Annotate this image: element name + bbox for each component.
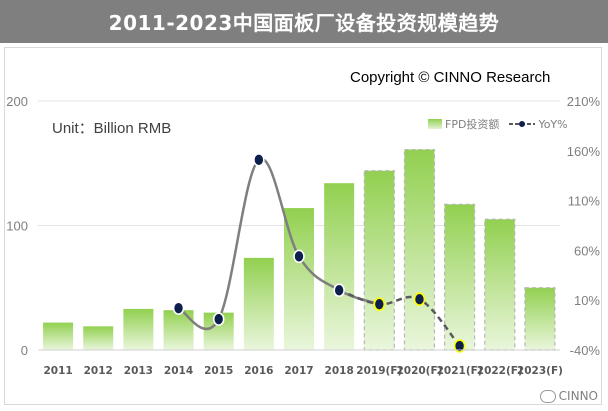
bar bbox=[83, 326, 114, 350]
yoy-point bbox=[212, 312, 225, 326]
x-tick-label: 2023(F) bbox=[517, 365, 563, 377]
x-tick-label: 2020(F) bbox=[396, 365, 442, 377]
x-tick-label: 2022(F) bbox=[477, 365, 523, 377]
copyright-text: Copyright © CINNO Research bbox=[350, 69, 551, 86]
chart-header: 2011-2023中国面板厂设备投资规模趋势 bbox=[0, 0, 608, 43]
bar bbox=[484, 218, 516, 351]
chart-title: 2011-2023中国面板厂设备投资规模趋势 bbox=[108, 11, 500, 35]
legend-bar-label: FPD投资额 bbox=[445, 118, 500, 131]
x-tick-label: 2018 bbox=[325, 365, 354, 377]
bar bbox=[524, 287, 556, 351]
yoy-point bbox=[413, 292, 426, 307]
bar bbox=[444, 203, 476, 351]
x-tick-label: 2016 bbox=[244, 365, 273, 377]
wechat-icon bbox=[539, 389, 556, 403]
x-tick-label: 2012 bbox=[84, 365, 113, 377]
legend-line-label: YoY% bbox=[538, 117, 568, 131]
x-tick-label: 2014 bbox=[164, 365, 193, 377]
legend-bar-swatch bbox=[428, 119, 442, 129]
legend-line-swatch bbox=[509, 121, 536, 127]
x-tick-label: 2019(F) bbox=[356, 365, 402, 377]
y-right-tick-label: 110% bbox=[568, 194, 601, 209]
bar bbox=[43, 322, 74, 350]
y-left-tick-label: 100 bbox=[6, 219, 28, 234]
y-left-tick-label: 0 bbox=[21, 343, 28, 358]
x-tick-label: 2015 bbox=[204, 365, 233, 377]
x-tick-label: 2013 bbox=[124, 365, 153, 377]
unit-label: Unit：Billion RMB bbox=[52, 120, 172, 137]
bar bbox=[123, 308, 154, 350]
y-right-tick-label: 10% bbox=[574, 293, 600, 308]
yoy-line-forecast bbox=[338, 289, 461, 347]
watermark: CINNO bbox=[539, 389, 598, 403]
yoy-point bbox=[172, 301, 185, 315]
bar bbox=[363, 170, 395, 351]
legend: FPD投资额 YoY% bbox=[428, 116, 568, 132]
y-right-tick-label: 210% bbox=[567, 94, 601, 109]
yoy-point bbox=[253, 152, 265, 167]
y-right-tick-label: -40% bbox=[570, 343, 601, 358]
chart-frame bbox=[4, 47, 602, 405]
x-tick-label: 2011 bbox=[43, 365, 72, 377]
bar bbox=[324, 183, 355, 350]
yoy-point bbox=[293, 249, 305, 264]
yoy-point bbox=[333, 283, 345, 298]
bar bbox=[403, 148, 436, 351]
yoy-point bbox=[373, 297, 386, 311]
watermark-text: CINNO bbox=[558, 389, 598, 403]
y-left-tick-label: 200 bbox=[6, 94, 28, 109]
bar bbox=[243, 257, 274, 350]
y-right-tick-label: 60% bbox=[574, 243, 600, 258]
x-tick-label: 2021(F) bbox=[437, 365, 483, 377]
yoy-point bbox=[453, 339, 466, 353]
y-right-tick-label: 160% bbox=[567, 144, 601, 159]
x-tick-label: 2017 bbox=[284, 365, 313, 377]
